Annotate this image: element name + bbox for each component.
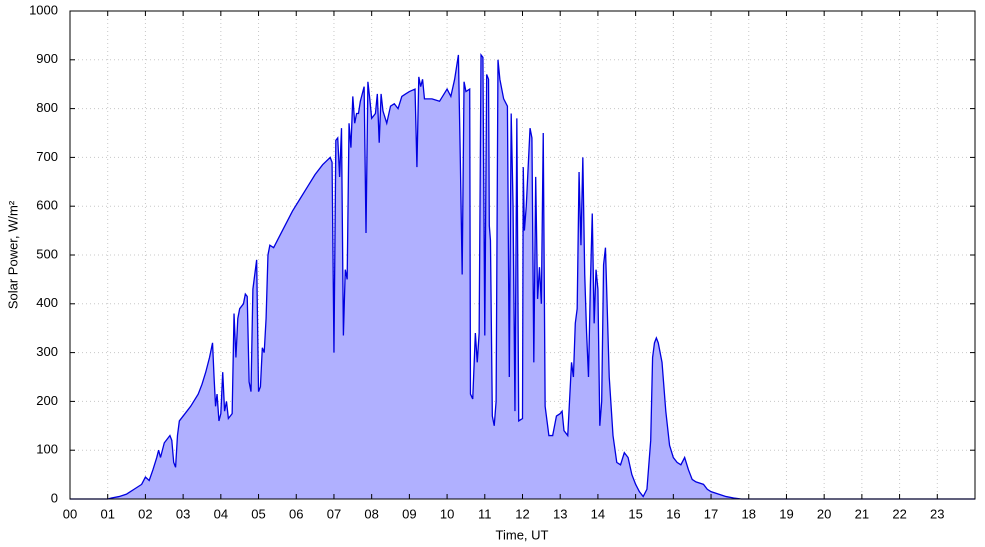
x-tick-label: 22 [892, 506, 906, 521]
x-tick-label: 12 [515, 506, 529, 521]
y-tick-label: 900 [36, 51, 58, 66]
y-tick-label: 800 [36, 100, 58, 115]
x-tick-label: 04 [214, 506, 228, 521]
x-tick-label: 19 [779, 506, 793, 521]
x-tick-label: 05 [251, 506, 265, 521]
x-tick-label: 01 [100, 506, 114, 521]
x-axis-label: Time, UT [496, 527, 549, 542]
x-tick-label: 07 [327, 506, 341, 521]
x-tick-label: 18 [742, 506, 756, 521]
x-tick-label: 14 [591, 506, 605, 521]
y-tick-label: 500 [36, 246, 58, 261]
y-tick-label: 600 [36, 198, 58, 213]
y-axis-label: Solar Power, W/m² [5, 200, 20, 309]
area [70, 54, 975, 500]
y-tick-label: 1000 [29, 2, 58, 17]
line [70, 53, 975, 500]
x-tick-label: 00 [63, 506, 77, 521]
x-tick-label: 09 [402, 506, 416, 521]
x-tick-label: 21 [855, 506, 869, 521]
x-tick-label: 02 [138, 506, 152, 521]
y-tick-label: 300 [36, 344, 58, 359]
x-tick-label: 08 [364, 506, 378, 521]
x-tick-label: 15 [628, 506, 642, 521]
x-tick-label: 20 [817, 506, 831, 521]
x-tick-label: 17 [704, 506, 718, 521]
y-tick-label: 400 [36, 295, 58, 310]
y-tick-label: 100 [36, 442, 58, 457]
x-tick-label: 03 [176, 506, 190, 521]
y-tick-label: 0 [51, 490, 58, 505]
x-tick-label: 23 [930, 506, 944, 521]
x-tick-label: 11 [478, 506, 492, 521]
y-tick-label: 700 [36, 149, 58, 164]
x-tick-label: 13 [553, 506, 567, 521]
y-tick-label: 200 [36, 393, 58, 408]
x-tick-label: 10 [440, 506, 454, 521]
x-tick-label: 06 [289, 506, 303, 521]
x-tick-label: 16 [666, 506, 680, 521]
